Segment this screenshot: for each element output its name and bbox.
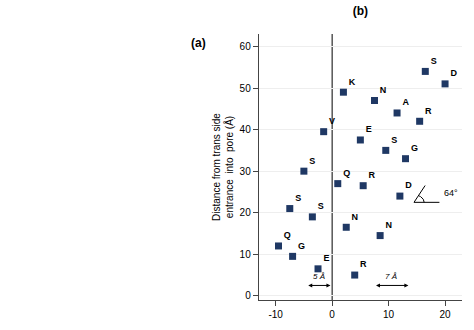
svg-text:40: 40 [240,124,252,135]
svg-text:Q: Q [284,230,291,240]
svg-text:R: R [360,259,367,269]
svg-text:20: 20 [240,207,252,218]
svg-text:30: 30 [240,166,252,177]
svg-text:20: 20 [439,309,451,320]
svg-text:(b): (b) [353,4,368,18]
svg-text:5 Å: 5 Å [313,272,325,281]
svg-text:N: N [380,85,387,95]
svg-text:V: V [329,116,335,126]
svg-text:K: K [349,77,356,87]
svg-text:10: 10 [240,249,252,260]
svg-text:10: 10 [383,309,395,320]
svg-text:S: S [295,193,301,203]
svg-text:D: D [405,180,412,190]
svg-text:(a): (a) [191,36,206,50]
svg-text:64°: 64° [444,188,458,198]
svg-text:D: D [450,68,457,78]
svg-text:S: S [391,135,397,145]
svg-text:S: S [431,56,437,66]
svg-text:N: N [385,220,392,230]
svg-text:G: G [411,143,418,153]
svg-text:Q: Q [343,168,350,178]
svg-text:0: 0 [245,290,251,301]
svg-text:R: R [425,106,432,116]
svg-text:G: G [298,241,305,251]
svg-text:50: 50 [240,83,252,94]
svg-text:60: 60 [240,41,252,52]
svg-text:A: A [402,97,409,107]
svg-text:S: S [318,201,324,211]
svg-text:E: E [366,124,372,134]
svg-text:-10: -10 [268,309,283,320]
svg-text:Distance from trans sideentran: Distance from trans sideentrance into po… [211,113,235,221]
svg-text:R: R [369,170,376,180]
svg-text:E: E [323,253,329,263]
svg-text:S: S [309,156,315,166]
svg-text:0: 0 [329,309,335,320]
svg-text:N: N [352,212,359,222]
svg-text:7 Å: 7 Å [385,272,397,281]
